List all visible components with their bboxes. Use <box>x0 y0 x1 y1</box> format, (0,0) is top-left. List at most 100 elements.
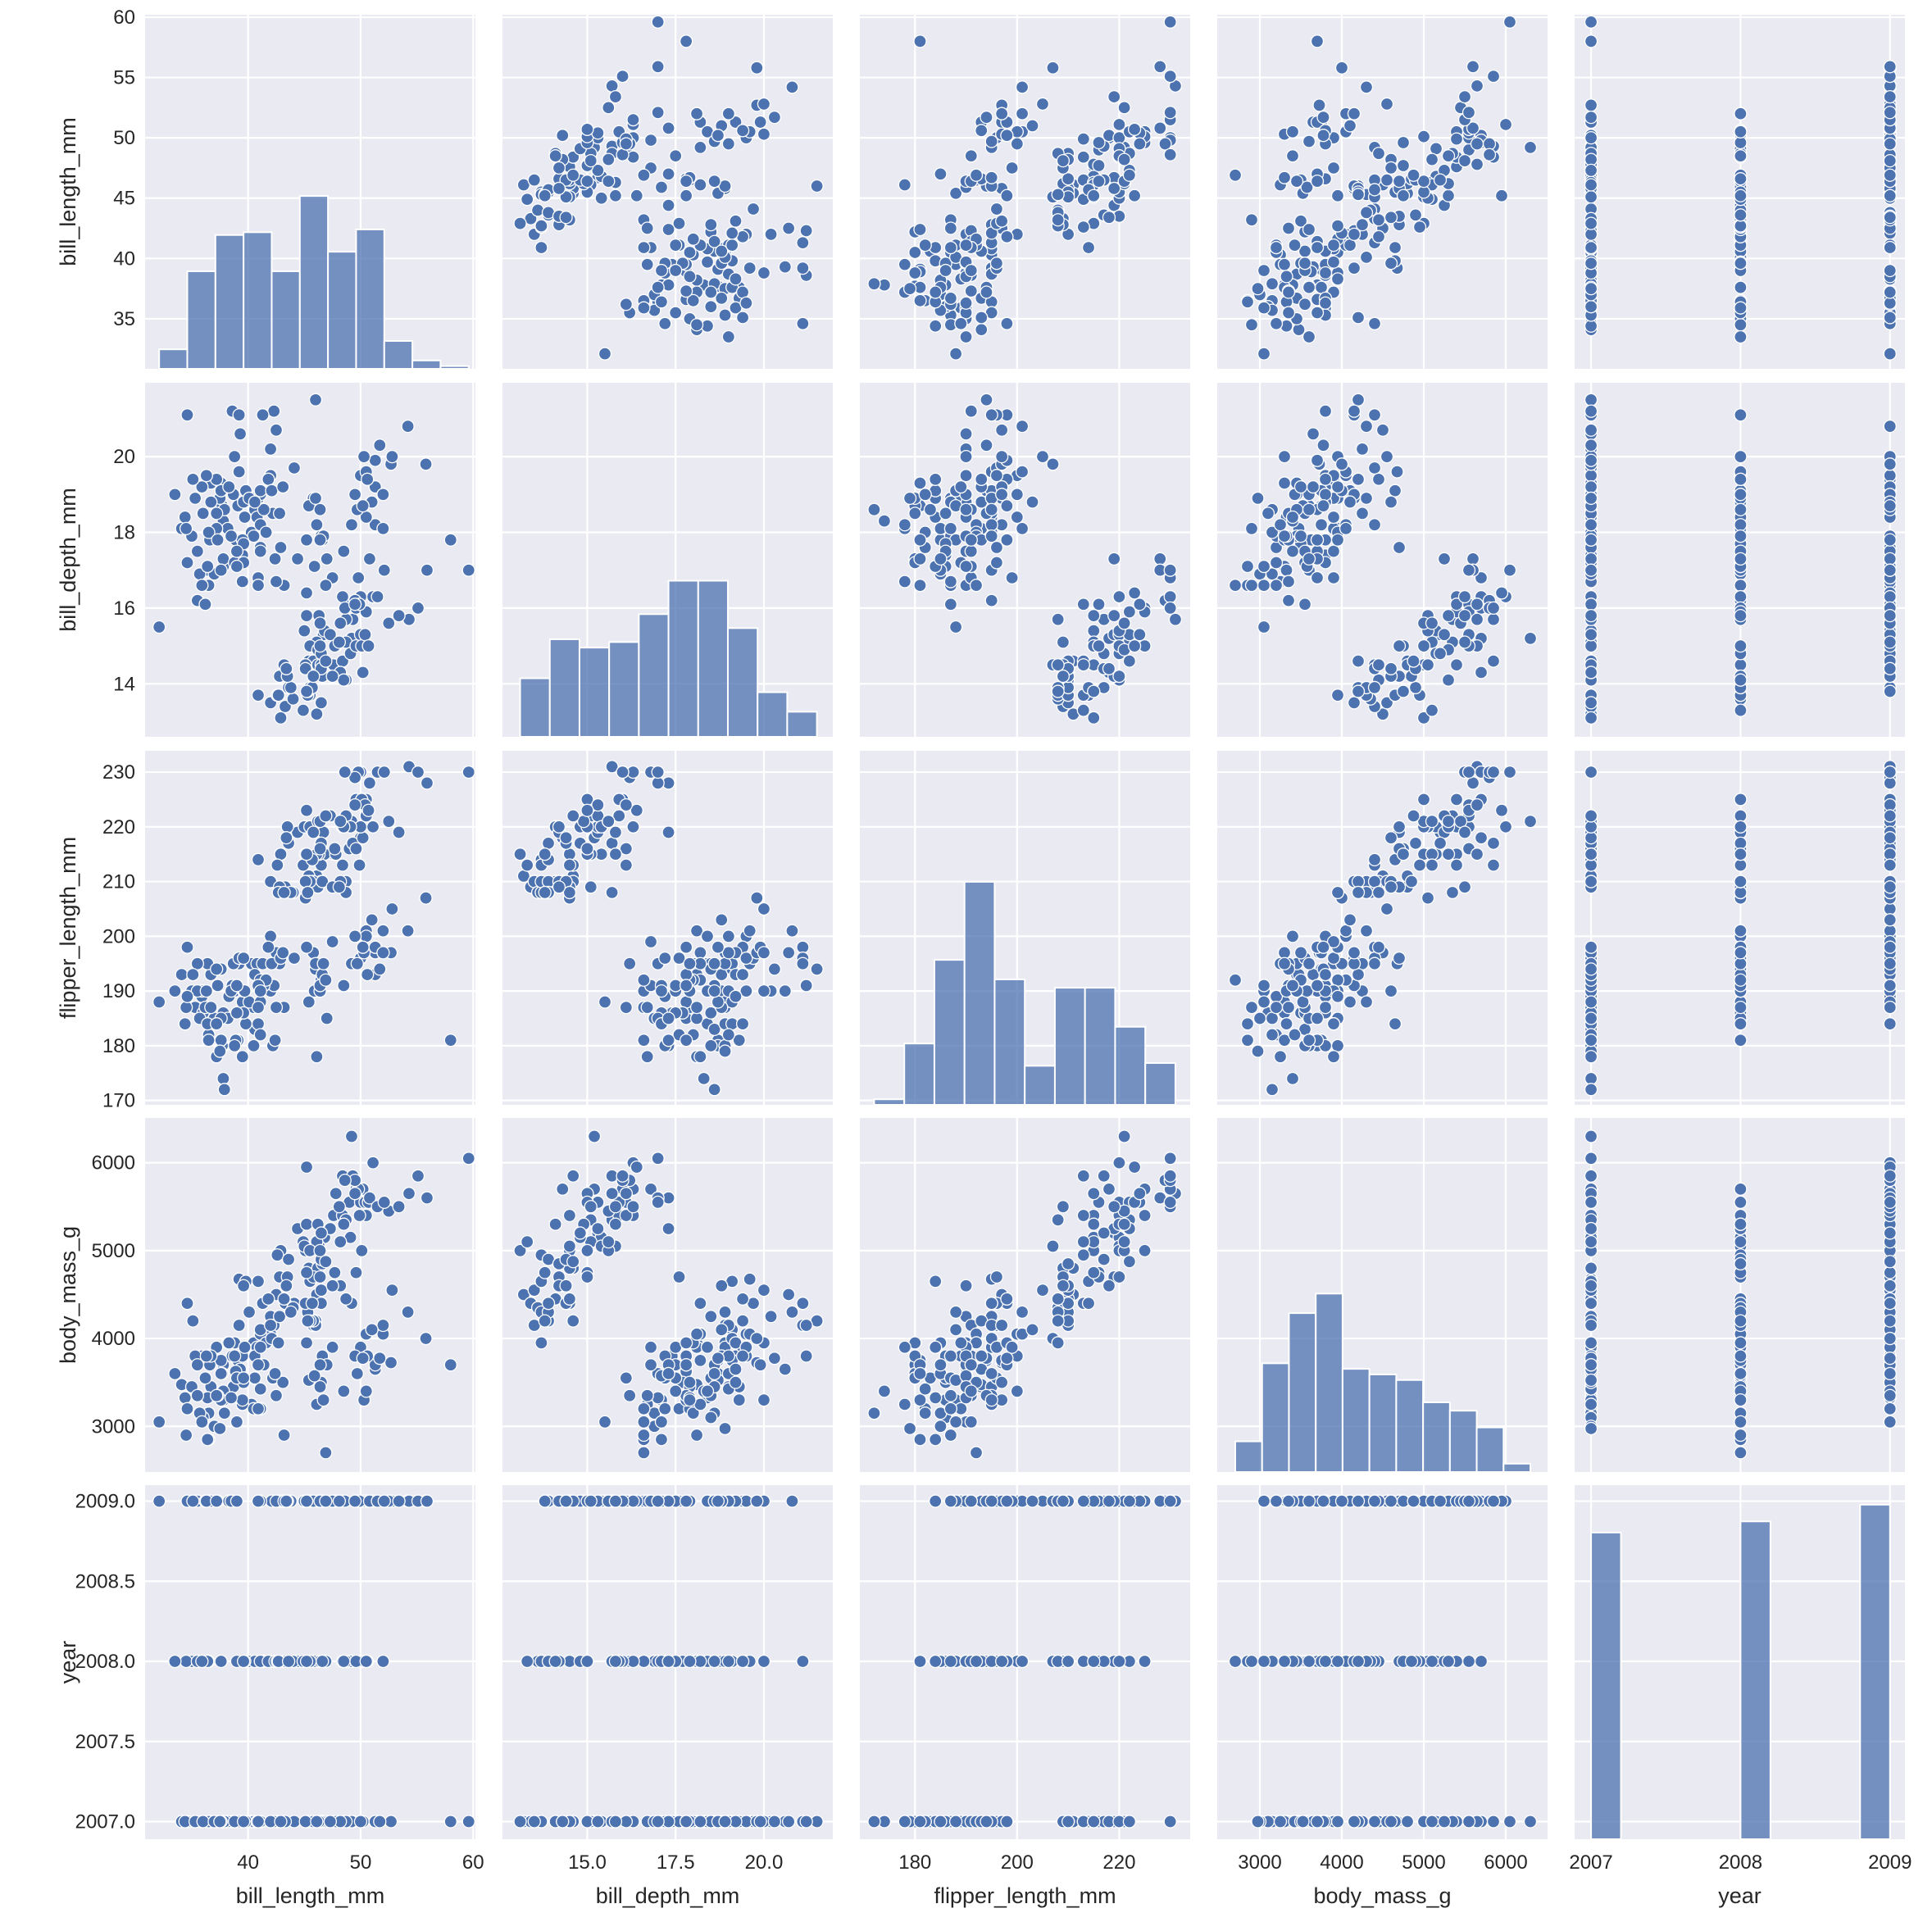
panel-flipper_length_mm-vs-body_mass_g <box>1217 751 1548 1105</box>
scatter-point <box>365 1323 379 1337</box>
scatter-point <box>566 1255 580 1269</box>
scatter-point <box>179 1654 193 1669</box>
y-tick-label: 6000 <box>92 1152 135 1175</box>
scatter-point <box>1257 1654 1271 1669</box>
scatter-point <box>729 1375 743 1389</box>
scatter-point <box>1281 221 1296 235</box>
scatter-point <box>1000 1494 1014 1508</box>
scatter-point <box>1351 393 1366 407</box>
scatter-point <box>1302 222 1316 237</box>
scatter-point <box>1316 1494 1330 1508</box>
scatter-point <box>213 1044 227 1058</box>
scatter-point <box>1000 1815 1014 1829</box>
scatter-point <box>313 533 327 547</box>
scatter-point <box>989 556 1004 570</box>
scatter-point <box>361 803 375 817</box>
scatter-point <box>334 1234 348 1249</box>
scatter-point <box>332 880 347 894</box>
scatter-point <box>310 707 324 721</box>
y-axis-label: year <box>56 1641 80 1684</box>
scatter-point <box>1584 765 1598 779</box>
scatter-point <box>1285 149 1300 163</box>
scatter-point <box>902 281 917 296</box>
scatter-point <box>1584 518 1598 532</box>
scatter-point <box>1584 962 1598 976</box>
scatter-point <box>316 956 330 970</box>
scatter-point <box>707 174 721 189</box>
scatter-point <box>556 129 570 143</box>
scatter-point <box>1133 137 1147 151</box>
scatter-point <box>1265 277 1280 291</box>
scatter-point <box>1584 1261 1598 1275</box>
scatter-point <box>1388 484 1402 498</box>
scatter-point <box>739 296 753 310</box>
scatter-point <box>1102 661 1116 675</box>
scatter-point <box>1117 616 1131 630</box>
scatter-point <box>1384 984 1398 998</box>
histogram-bar <box>1395 1379 1425 1474</box>
scatter-point <box>651 1195 665 1210</box>
panel-bill_depth_mm-vs-body_mass_g <box>1217 383 1548 737</box>
scatter-point <box>929 319 943 333</box>
scatter-point <box>268 1366 282 1381</box>
scatter-point <box>1883 533 1897 547</box>
panel-body_mass_g-vs-bill_depth_mm <box>502 1118 833 1472</box>
scatter-point <box>338 765 352 779</box>
scatter-point <box>1502 15 1517 29</box>
scatter-point <box>1433 1494 1448 1508</box>
scatter-point <box>1265 1028 1280 1042</box>
scatter-point <box>313 502 327 516</box>
scatter-point <box>1343 119 1357 133</box>
scatter-point <box>715 291 729 306</box>
scatter-point <box>1367 461 1382 475</box>
scatter-point <box>461 1152 475 1165</box>
histogram-bar <box>697 579 729 738</box>
scatter-point <box>969 579 984 593</box>
scatter-point <box>1015 419 1030 434</box>
scatter-point <box>1025 119 1039 133</box>
scatter-point <box>1318 1654 1333 1669</box>
scatter-point <box>1000 229 1014 243</box>
scatter-point <box>1252 1011 1267 1025</box>
panel-bill_length_mm-vs-bill_depth_mm <box>502 15 833 369</box>
scatter-point <box>337 1654 351 1669</box>
scatter-point <box>1734 1195 1748 1210</box>
scatter-point <box>366 1156 380 1170</box>
scatter-point <box>319 1494 333 1508</box>
scatter-point <box>1285 125 1300 139</box>
scatter-point <box>348 597 362 611</box>
scatter-point <box>1076 150 1090 164</box>
scatter-point <box>1240 559 1255 574</box>
x-tick-label: 20.0 <box>745 1851 784 1874</box>
scatter-point <box>1122 605 1137 619</box>
scatter-point <box>1883 60 1897 74</box>
scatter-point <box>1367 680 1382 695</box>
scatter-point <box>1000 499 1014 513</box>
scatter-point <box>1584 533 1598 547</box>
scatter-point <box>1584 1083 1598 1097</box>
scatter-point <box>1288 238 1302 252</box>
scatter-point <box>623 1388 637 1402</box>
x-axis-label: flipper_length_mm <box>934 1883 1116 1908</box>
scatter-point <box>1163 1815 1177 1829</box>
scatter-point <box>995 488 1009 502</box>
scatter-point <box>1355 217 1370 232</box>
scatter-point <box>1000 533 1014 547</box>
scatter-point <box>1482 148 1497 161</box>
scatter-point <box>1314 518 1329 532</box>
scatter-point <box>757 984 771 998</box>
scatter-point <box>320 1011 334 1025</box>
scatter-point <box>735 124 750 138</box>
scatter-point <box>1584 1421 1598 1436</box>
scatter-point <box>693 1050 707 1064</box>
scatter-point <box>707 984 721 998</box>
scatter-point <box>384 1356 398 1370</box>
scatter-point <box>1163 15 1177 29</box>
scatter-point <box>700 929 715 943</box>
scatter-point <box>370 589 384 604</box>
scatter-point <box>1257 347 1271 361</box>
scatter-point <box>989 469 1004 483</box>
scatter-point <box>373 1352 387 1365</box>
scatter-point <box>420 1494 434 1508</box>
scatter-point <box>366 820 380 834</box>
